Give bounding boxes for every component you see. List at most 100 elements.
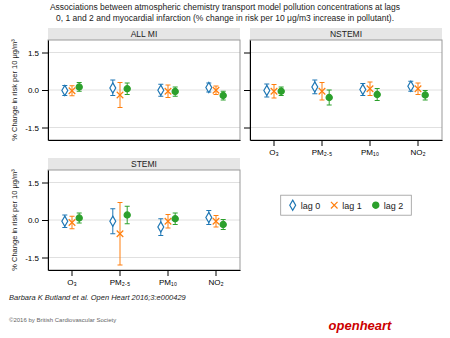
series xyxy=(271,82,422,100)
x-tick-mark xyxy=(168,270,169,276)
subtitle: 0, 1 and 2 and myocardial infarction (% … xyxy=(56,13,394,23)
x-axis-line xyxy=(251,140,443,141)
grid-line xyxy=(250,52,442,53)
y-tick xyxy=(244,53,250,54)
error-bar xyxy=(173,213,178,225)
y-axis-line xyxy=(48,171,49,271)
logo: openheart xyxy=(329,318,393,333)
x-tick: PM₂.₅ xyxy=(312,140,333,157)
y-axis: -1.50.01.5 xyxy=(25,171,48,271)
x-tick-mark xyxy=(274,140,275,146)
error-bar xyxy=(214,86,219,95)
grid xyxy=(48,183,240,258)
legend-item: lag 2 xyxy=(373,201,404,211)
y-tick-mark xyxy=(42,183,48,184)
legend-marker xyxy=(290,200,296,210)
point xyxy=(76,84,82,90)
error-bar xyxy=(77,213,82,223)
x-tick-mark xyxy=(216,270,217,276)
grid xyxy=(250,53,442,128)
error-bar xyxy=(423,91,428,101)
point xyxy=(165,88,172,95)
error-bar xyxy=(158,84,163,96)
error-bar xyxy=(62,215,67,228)
point xyxy=(172,88,178,94)
y-tick-mark xyxy=(244,128,250,129)
series xyxy=(62,80,212,96)
point xyxy=(62,85,68,95)
error-bar xyxy=(125,206,130,224)
point xyxy=(124,212,130,218)
point xyxy=(110,83,116,93)
error-bar xyxy=(416,83,421,95)
y-tick-label: 0.0 xyxy=(28,86,40,95)
point xyxy=(117,92,124,99)
error-bar xyxy=(375,89,380,101)
error-bar xyxy=(272,85,277,99)
point xyxy=(165,218,172,225)
error-bar xyxy=(408,81,413,91)
y-tick-label: 0.0 xyxy=(28,216,40,225)
panel: STEMIO₃PM₂.₅PM₁₀NO₂-1.50.01.5% Change in… xyxy=(10,158,241,287)
error-bar xyxy=(312,80,317,94)
point xyxy=(367,85,374,92)
point xyxy=(312,82,318,92)
panel: NSTEMIO₃PM₂.₅PM₁₀NO₂ xyxy=(244,28,443,157)
x-tick: PM₁₀ xyxy=(159,270,177,287)
citation: Barbara K Butland et al. Open Heart 2016… xyxy=(9,293,187,302)
marks xyxy=(264,80,428,105)
point xyxy=(408,81,414,91)
y-tick-mark xyxy=(244,90,250,91)
point xyxy=(220,92,226,98)
x-tick-mark xyxy=(370,140,371,146)
error-bar xyxy=(264,84,269,97)
y-axis: -1.5 0.0 1.5 xyxy=(25,41,48,141)
point xyxy=(319,88,326,95)
chart: Associations between atmospheric chemist… xyxy=(0,0,450,338)
x-axis: O₃PM₂.₅PM₁₀NO₂ xyxy=(49,270,241,287)
y-axis-title: % Change in risk per 10 μg/m³ xyxy=(10,39,19,141)
y-tick-mark xyxy=(42,128,48,129)
point xyxy=(158,85,164,95)
marks xyxy=(62,203,226,266)
point xyxy=(206,212,212,222)
y-tick-mark xyxy=(42,258,48,259)
point xyxy=(422,92,428,98)
series xyxy=(69,203,220,266)
plot-background xyxy=(48,170,240,270)
grid xyxy=(48,53,240,128)
x-tick-label: PM₁₀ xyxy=(159,278,177,287)
y-tick: -1.5 xyxy=(25,124,48,133)
y-tick: 0.0 xyxy=(28,86,48,95)
y-tick xyxy=(244,90,250,91)
x-tick-mark xyxy=(418,140,419,146)
point xyxy=(213,87,220,94)
grid-line xyxy=(48,257,240,258)
point xyxy=(69,87,76,94)
y-axis-line xyxy=(48,41,49,141)
x-tick: PM₁₀ xyxy=(361,140,379,157)
x-axis-line xyxy=(49,270,241,271)
error-bar xyxy=(221,91,226,100)
legend-label: lag 1 xyxy=(342,201,362,211)
y-tick-mark xyxy=(42,220,48,221)
title: Associations between atmospheric chemist… xyxy=(50,2,400,12)
error-bar xyxy=(221,220,226,230)
panel-title: ALL MI xyxy=(131,29,158,39)
y-axis-title: % Change in risk per 10 μg/m³ xyxy=(10,169,19,271)
x-tick-mark xyxy=(322,140,323,146)
point xyxy=(124,86,130,92)
error-bar xyxy=(158,219,163,236)
error-bar xyxy=(166,85,171,98)
y-tick: 0.0 xyxy=(28,216,48,225)
error-bar xyxy=(368,82,373,96)
error-bar xyxy=(166,215,171,229)
y-tick-label: 1.5 xyxy=(28,49,40,58)
marks xyxy=(62,80,226,108)
y-axis xyxy=(244,41,251,141)
y-tick: -1.5 xyxy=(25,254,48,263)
point xyxy=(206,82,212,92)
y-tick-mark xyxy=(244,53,250,54)
plot-frame xyxy=(48,40,240,140)
point xyxy=(172,216,178,222)
